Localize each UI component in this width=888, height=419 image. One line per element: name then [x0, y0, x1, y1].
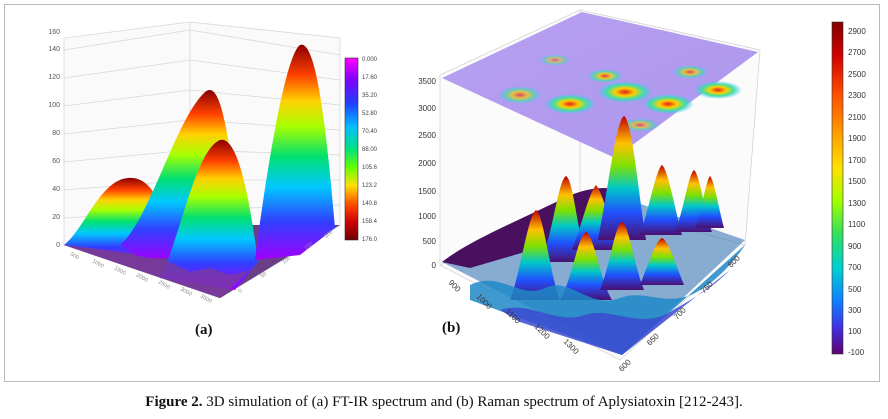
panel-a-x-tick: 500	[69, 252, 80, 262]
panel-a-colorbar-tick: 105.6	[362, 165, 378, 171]
panel-b-z-tick: 3000	[418, 104, 436, 113]
panel-b-colorbar-tick: 500	[848, 285, 862, 294]
panel-a-colorbar	[344, 57, 359, 241]
panel-a-x-tick: 3000	[179, 287, 193, 298]
panel-a-colorbar-tick: 0.000	[362, 57, 378, 63]
panel-a-x-axis: 500 1000 1500 2000 2500 3000 3500	[69, 252, 213, 305]
panel-b-colorbar-tick: 2700	[848, 48, 866, 57]
panel-b-peak	[560, 232, 612, 300]
panel-b-colorbar-tick: 1700	[848, 156, 866, 165]
panel-b-z-tick: 2000	[418, 159, 436, 168]
panel-a-x-tick: 3500	[199, 294, 213, 305]
panel-a-peak-4	[255, 44, 335, 261]
panel-b-z-tick: 1500	[418, 187, 436, 196]
panel-a-peak-3	[160, 139, 258, 290]
panel-b-z-tick: 2500	[418, 131, 436, 140]
panel-b-colorbar-tick: 1100	[848, 220, 866, 229]
panel-b-colorbar-tick: 1500	[848, 177, 866, 186]
panel-b-peak	[598, 116, 646, 240]
panel-a-y-tick: 0	[237, 288, 243, 295]
panel-a-colorbar-tick: 176.0	[362, 237, 378, 243]
panel-b-colorbar-tick: 700	[848, 263, 862, 272]
figure-svg: 0 20 40 60 80 100 120 140 160 500 1000 1…	[48, 9, 866, 373]
caption-text: 3D simulation of (a) FT-IR spectrum and …	[202, 394, 743, 410]
panel-a-x-tick: 1000	[91, 259, 105, 270]
panel-a-z-tick: 60	[52, 158, 60, 165]
panel-b-colorbar-tick: -100	[848, 348, 865, 357]
panel-a-colorbar-tick: 35.20	[362, 93, 378, 99]
panel-b-front-ridge	[500, 270, 730, 355]
panel-a: 0 20 40 60 80 100 120 140 160 500 1000 1…	[48, 21, 378, 338]
panel-b-peak	[600, 222, 644, 290]
panel-a-colorbar-tick: 17.60	[362, 75, 378, 81]
panel-a-x-tick: 1500	[113, 266, 127, 277]
panel-a-z-axis: 0 20 40 60 80 100 120 140 160	[48, 29, 60, 249]
panel-b-contour-plane	[442, 12, 758, 158]
panel-a-y-tick: 150	[303, 241, 314, 252]
panel-a-y-tick: 50	[259, 271, 268, 280]
panel-b-colorbar-tick: 1900	[848, 134, 866, 143]
panel-b-z-tick: 3500	[418, 77, 436, 86]
panel-b-label: (b)	[442, 320, 460, 336]
panel-b-colorbar-tick: 900	[848, 242, 862, 251]
panel-a-colorbar-tick: 88.00	[362, 147, 378, 153]
panel-a-colorbar-tick: 140.8	[362, 201, 378, 207]
panel-b-colorbar-ticks: 2900 2700 2500 2300 2100 1900 1700 1500 …	[848, 27, 866, 357]
panel-a-x-tick: 2500	[157, 280, 171, 291]
panel-a-colorbar-tick: 158.4	[362, 219, 378, 225]
panel-b-z-tick: 1000	[418, 212, 436, 221]
panel-a-z-tick: 0	[56, 242, 60, 249]
panel-a-z-tick: 20	[52, 214, 60, 221]
panel-a-y-axis: 0 50 100 150 200	[237, 229, 334, 295]
panel-a-colorbar-ticks: 0.000 17.60 35.20 52.80 70.40 88.00 105.…	[362, 57, 378, 243]
caption-lead: Figure 2.	[145, 394, 203, 410]
panel-b-colorbar-tick: 1300	[848, 199, 866, 208]
panel-a-z-tick: 160	[48, 29, 60, 36]
panel-a-label: (a)	[195, 322, 213, 338]
panel-b-peak	[640, 238, 684, 285]
panel-b-colorbar-tick: 2100	[848, 113, 866, 122]
panel-b-z-axis: 0 500 1000 1500 2000 2500 3000 3500	[418, 77, 436, 270]
panel-b-peak	[640, 165, 682, 235]
panel-b-contour-blobs	[498, 54, 742, 132]
panel-b-z-tick: 0	[432, 261, 437, 270]
panel-a-z-tick: 140	[48, 46, 60, 53]
panel-b-x-tick: 900	[447, 278, 463, 294]
panel-a-z-tick: 120	[48, 74, 60, 81]
panel-b-peak	[695, 176, 724, 228]
panel-a-z-tick: 100	[48, 102, 60, 109]
panel-b-colorbar-tick: 300	[848, 306, 862, 315]
panel-a-colorbar-tick: 52.80	[362, 111, 378, 117]
panel-a-z-tick: 80	[52, 130, 60, 137]
panel-b: 0 500 1000 1500 2000 2500 3000 3500 900 …	[418, 9, 866, 373]
panel-b-colorbar-tick: 2300	[848, 91, 866, 100]
panel-b-colorbar-tick: 2900	[848, 27, 866, 36]
panel-a-x-tick: 2000	[135, 273, 149, 284]
panel-a-colorbar-tick: 70.40	[362, 129, 378, 135]
panel-b-colorbar	[831, 21, 844, 355]
panel-a-z-tick: 40	[52, 186, 60, 193]
panel-a-y-tick: 100	[281, 255, 292, 266]
panel-b-colorbar-tick: 100	[848, 327, 862, 336]
figure-caption: Figure 2. 3D simulation of (a) FT-IR spe…	[0, 394, 888, 411]
panel-b-peak	[510, 210, 560, 300]
panel-a-colorbar-tick: 123.2	[362, 183, 378, 189]
panel-b-colorbar-tick: 2500	[848, 70, 866, 79]
panel-a-y-tick: 200	[323, 229, 334, 240]
panel-a-fringe	[64, 245, 250, 298]
panel-b-z-tick: 500	[423, 237, 437, 246]
